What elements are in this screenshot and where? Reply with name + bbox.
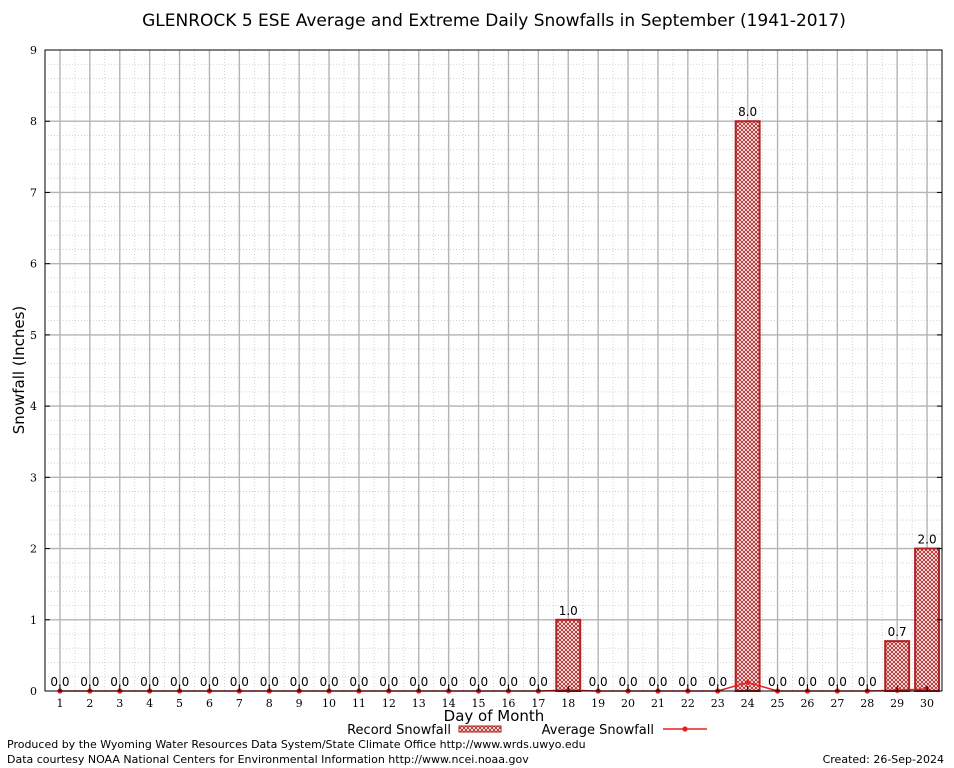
y-tick-label: 5 bbox=[30, 329, 37, 342]
x-tick-label: 23 bbox=[711, 697, 725, 710]
x-tick-label: 2 bbox=[86, 697, 93, 710]
x-tick-label: 17 bbox=[531, 697, 545, 710]
y-axis-ticks: 0 1 2 3 4 5 6 7 8 9 bbox=[30, 44, 942, 698]
x-tick-label: 9 bbox=[296, 697, 303, 710]
x-axis-ticks: 1 2 3 4 5 6 7 8 9 10 11 12 13 14 15 16 17 18 19 20 21 22 23 24 2… bbox=[56, 686, 934, 710]
y-tick-label: 2 bbox=[30, 543, 37, 556]
record-bar-day-30 bbox=[914, 547, 941, 692]
y-tick-label: 8 bbox=[30, 115, 37, 128]
x-tick-label: 5 bbox=[176, 697, 183, 710]
record-bar-day-29 bbox=[884, 640, 911, 693]
bar-value-label: 0.0 bbox=[379, 675, 398, 689]
x-tick-label: 19 bbox=[591, 697, 605, 710]
bar-value-label: 0.0 bbox=[409, 675, 428, 689]
bar-value-label: 0.0 bbox=[678, 675, 697, 689]
x-tick-label: 16 bbox=[501, 697, 515, 710]
x-tick-label: 29 bbox=[890, 697, 904, 710]
bar-value-label: 0.0 bbox=[529, 675, 548, 689]
bar-value-label: 0.0 bbox=[200, 675, 219, 689]
average-point-day-24 bbox=[745, 679, 751, 686]
x-axis-label: Day of Month bbox=[444, 707, 545, 725]
bar-value-label: 0.0 bbox=[499, 675, 518, 689]
bar-value-label: 0.0 bbox=[439, 675, 458, 689]
chart-title: GLENROCK 5 ESE Average and Extreme Daily… bbox=[142, 11, 846, 31]
bar-value-label: 0.0 bbox=[768, 675, 787, 689]
bar-value-label: 1.0 bbox=[559, 604, 578, 618]
bar-value-label: 0.7 bbox=[888, 625, 907, 639]
footer-data-courtesy: Data courtesy NOAA National Centers for … bbox=[7, 753, 529, 766]
x-tick-label: 14 bbox=[442, 697, 456, 710]
y-tick-label: 9 bbox=[30, 44, 37, 57]
x-tick-label: 26 bbox=[800, 697, 814, 710]
plot-frame bbox=[44, 49, 943, 692]
y-tick-label: 0 bbox=[30, 685, 37, 698]
x-tick-label: 18 bbox=[561, 697, 575, 710]
bar-value-label: 0.0 bbox=[320, 675, 339, 689]
footer-produced-by: Produced by the Wyoming Water Resources … bbox=[7, 738, 586, 751]
record-bar-day-18 bbox=[555, 618, 582, 692]
bar-value-labels: 0.0 0.0 0.0 0.0 0.0 0.0 0.0 0.0 0.0 0.0 0.0 0.0 0.0 0… bbox=[50, 105, 936, 689]
bar-value-label: 0.0 bbox=[230, 675, 249, 689]
x-tick-label: 20 bbox=[621, 697, 635, 710]
grid-lines bbox=[44, 50, 942, 691]
x-tick-label: 28 bbox=[860, 697, 874, 710]
legend: Record Snowfall Average Snowfall bbox=[347, 723, 707, 738]
legend-average-label: Average Snowfall bbox=[542, 723, 654, 738]
x-tick-label: 6 bbox=[206, 697, 213, 710]
bar-value-label: 0.0 bbox=[170, 675, 189, 689]
x-tick-label: 30 bbox=[920, 697, 934, 710]
x-tick-label: 13 bbox=[412, 697, 426, 710]
bar-value-label: 8.0 bbox=[738, 105, 757, 119]
bar-value-label: 0.0 bbox=[110, 675, 129, 689]
bar-value-label: 0.0 bbox=[80, 675, 99, 689]
y-tick-label: 3 bbox=[30, 471, 37, 484]
x-tick-label: 24 bbox=[741, 697, 755, 710]
footer-created: Created: 26-Sep-2024 bbox=[823, 753, 944, 766]
bar-value-label: 0.0 bbox=[349, 675, 368, 689]
x-tick-label: 12 bbox=[382, 697, 396, 710]
x-tick-label: 10 bbox=[322, 697, 336, 710]
bar-value-label: 0.0 bbox=[50, 675, 69, 689]
x-tick-label: 27 bbox=[830, 697, 844, 710]
x-tick-label: 1 bbox=[56, 697, 63, 710]
bar-value-label: 0.0 bbox=[798, 675, 817, 689]
x-tick-label: 11 bbox=[352, 697, 366, 710]
bar-value-label: 0.0 bbox=[708, 675, 727, 689]
record-bar-day-24 bbox=[734, 120, 761, 692]
bar-value-label: 0.0 bbox=[619, 675, 638, 689]
bar-value-label: 0.0 bbox=[828, 675, 847, 689]
record-snowfall-bars bbox=[555, 120, 941, 693]
x-tick-label: 21 bbox=[651, 697, 665, 710]
legend-record-swatch bbox=[458, 725, 502, 733]
y-tick-label: 7 bbox=[30, 186, 37, 199]
x-tick-label: 4 bbox=[146, 697, 153, 710]
y-tick-label: 1 bbox=[30, 614, 37, 627]
bar-value-label: 0.0 bbox=[469, 675, 488, 689]
x-tick-label: 15 bbox=[472, 697, 486, 710]
y-tick-label: 6 bbox=[30, 258, 37, 271]
bar-value-label: 0.0 bbox=[589, 675, 608, 689]
bar-value-label: 0.0 bbox=[140, 675, 159, 689]
y-tick-label: 4 bbox=[30, 400, 37, 413]
legend-average-marker bbox=[682, 726, 688, 732]
y-axis-label: Snowfall (Inches) bbox=[10, 306, 28, 434]
x-tick-label: 3 bbox=[116, 697, 123, 710]
bar-value-label: 2.0 bbox=[918, 533, 937, 547]
bar-value-label: 0.0 bbox=[648, 675, 667, 689]
x-tick-label: 7 bbox=[236, 697, 243, 710]
bar-value-label: 0.0 bbox=[260, 675, 279, 689]
bar-value-label: 0.0 bbox=[858, 675, 877, 689]
bar-value-label: 0.0 bbox=[290, 675, 309, 689]
x-tick-label: 25 bbox=[771, 697, 785, 710]
legend-record-label: Record Snowfall bbox=[347, 723, 451, 738]
x-tick-label: 22 bbox=[681, 697, 695, 710]
x-tick-label: 8 bbox=[266, 697, 273, 710]
